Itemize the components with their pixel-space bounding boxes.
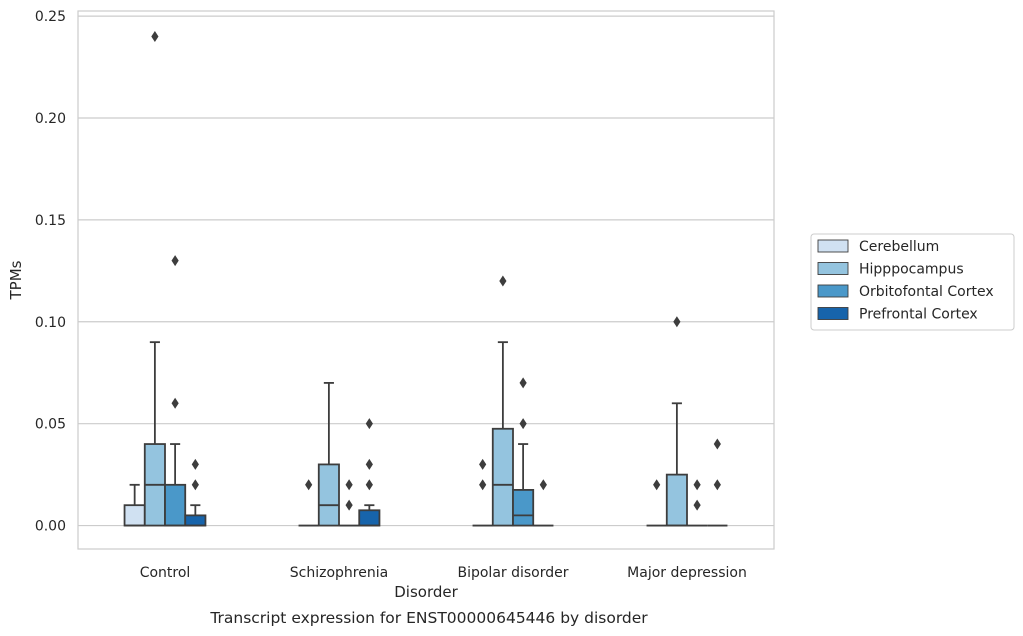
x-tick-label: Control bbox=[140, 565, 191, 581]
y-tick-label: 0.10 bbox=[35, 315, 66, 331]
x-axis-label: Disorder bbox=[394, 583, 458, 601]
outlier-point bbox=[305, 479, 313, 491]
y-axis-label: TPMs bbox=[7, 260, 25, 300]
legend: Cerebellum Hipppocampus Orbitofontal Corte… bbox=[810, 233, 1015, 331]
box-body bbox=[491, 427, 514, 527]
x-tick-label: Major depression bbox=[627, 565, 747, 581]
outlier-point bbox=[673, 316, 681, 328]
outlier-point bbox=[653, 479, 661, 491]
x-tick-label: Bipolar disorder bbox=[457, 565, 568, 581]
y-tick-label: 0.25 bbox=[35, 9, 66, 25]
box-major-depression-orbitofontal-cortex bbox=[687, 479, 708, 527]
box-schizophrenia-orbitofontal-cortex bbox=[339, 479, 360, 527]
box-bipolar-disorder-cerebellum bbox=[472, 458, 493, 527]
x-tick-labels: Control Schizophrenia Bipolar disorder Majo… bbox=[140, 565, 747, 581]
outlier-point bbox=[365, 479, 373, 491]
outlier-point bbox=[365, 458, 373, 470]
outlier-point bbox=[693, 479, 701, 491]
y-tick-labels: 0.00 0.05 0.10 0.15 0.20 0.25 bbox=[35, 9, 66, 534]
legend-swatch bbox=[817, 284, 849, 298]
x-tick-label: Schizophrenia bbox=[290, 565, 388, 581]
box-major-depression-cerebellum bbox=[646, 479, 667, 527]
y-tick-label: 0.00 bbox=[35, 519, 66, 535]
outlier-point bbox=[191, 458, 199, 470]
outlier-point bbox=[345, 499, 353, 511]
box-control-hipppocampus bbox=[143, 30, 166, 527]
box-body bbox=[358, 509, 381, 527]
box-body bbox=[164, 483, 187, 527]
legend-label: Prefrontal Cortex bbox=[859, 307, 978, 323]
legend-frame bbox=[810, 233, 1015, 331]
box-body bbox=[665, 473, 688, 527]
box-layer bbox=[123, 30, 728, 527]
box-control-orbitofontal-cortex bbox=[164, 255, 187, 527]
outlier-point bbox=[519, 418, 527, 430]
outlier-point bbox=[151, 30, 159, 42]
outlier-point bbox=[713, 479, 721, 491]
legend-swatch bbox=[817, 262, 849, 275]
box-bipolar-disorder-hipppocampus bbox=[491, 275, 514, 527]
box-body bbox=[184, 514, 207, 527]
outlier-point bbox=[519, 377, 527, 389]
box-control-prefrontal-cortex bbox=[184, 458, 207, 527]
box-schizophrenia-hipppocampus bbox=[317, 382, 340, 527]
box-major-depression-hipppocampus bbox=[665, 316, 688, 527]
outlier-point bbox=[345, 479, 353, 491]
outlier-point bbox=[171, 397, 179, 409]
legend-swatch bbox=[817, 307, 849, 320]
y-tick-label: 0.15 bbox=[35, 213, 66, 229]
box-bipolar-disorder-prefrontal-cortex bbox=[533, 479, 554, 527]
legend-label: Hipppocampus bbox=[859, 262, 964, 278]
outlier-point bbox=[693, 499, 701, 511]
chart-title: Transcript expression for ENST0000064544… bbox=[209, 609, 648, 627]
outlier-point bbox=[539, 479, 547, 491]
box-schizophrenia-cerebellum bbox=[298, 479, 319, 527]
box-body bbox=[512, 489, 535, 527]
legend-label: Cerebellum bbox=[859, 239, 939, 255]
box-major-depression-prefrontal-cortex bbox=[707, 438, 728, 527]
box-bipolar-disorder-orbitofontal-cortex bbox=[512, 377, 535, 527]
legend-swatch bbox=[817, 239, 849, 253]
legend-label: Orbitofontal Cortex bbox=[859, 284, 994, 300]
y-tick-label: 0.20 bbox=[35, 111, 66, 127]
outlier-point bbox=[499, 275, 507, 287]
outlier-point bbox=[479, 479, 487, 491]
outlier-point bbox=[191, 479, 199, 491]
outlier-point bbox=[713, 438, 721, 450]
box-schizophrenia-prefrontal-cortex bbox=[358, 418, 381, 527]
box-body bbox=[317, 463, 340, 527]
box-body bbox=[123, 504, 146, 527]
plot-frame bbox=[77, 10, 775, 550]
outlier-point bbox=[479, 458, 487, 470]
y-tick-label: 0.05 bbox=[35, 417, 66, 433]
outlier-point bbox=[365, 418, 373, 430]
outlier-point bbox=[171, 255, 179, 267]
